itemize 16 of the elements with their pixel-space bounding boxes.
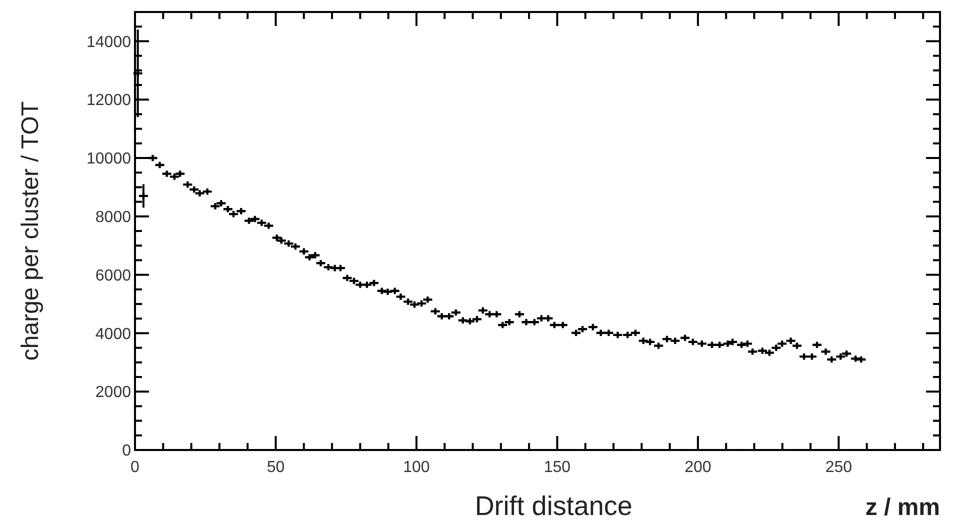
x-axis-title: Drift distance [474,491,632,521]
x-tick-label: 150 [544,459,571,476]
y-tick-label: 0 [122,442,132,460]
y-tick-label: 10000 [86,150,132,168]
y-tick-label: 14000 [86,34,132,51]
text: z / mm [865,494,940,521]
x-tick-label: 50 [266,459,285,476]
y-tick-label: 8000 [95,209,132,226]
y-tick-label: 6000 [95,267,132,284]
y-tick-label: 2000 [95,384,132,402]
x-tick-label: 100 [403,459,430,476]
x-tick-label: 200 [684,459,712,476]
y-tick-label: 12000 [86,92,132,110]
x-tick-label: 250 [825,459,852,476]
y-tick-label: 4000 [95,326,132,343]
y-axis-title: charge per cluster / TOT [17,101,44,361]
